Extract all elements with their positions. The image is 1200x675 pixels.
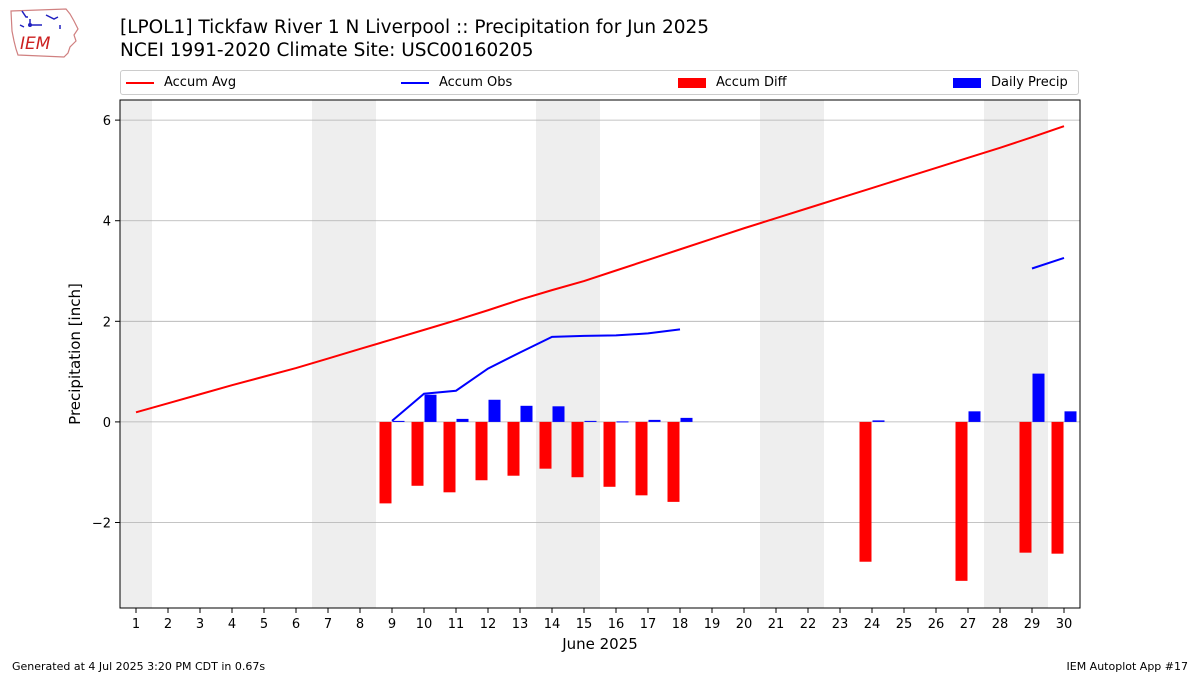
legend-swatch-accum-diff [678, 77, 706, 88]
daily-precip-bar [424, 394, 437, 422]
accum-diff-bar [539, 421, 552, 469]
chart-title-line2: NCEI 1991-2020 Climate Site: USC00160205 [120, 40, 534, 61]
x-tick-label: 13 [512, 617, 529, 632]
daily-precip-bar [456, 418, 469, 422]
legend-label-daily-precip: Daily Precip [991, 75, 1068, 90]
plot-frame [119, 99, 1081, 609]
x-tick-label: 4 [228, 617, 236, 632]
accum-diff-bar [859, 421, 872, 562]
weekend-shade-band [120, 100, 152, 608]
x-tick-label: 22 [800, 617, 817, 632]
x-tick-label: 6 [292, 617, 300, 632]
daily-precip-bar [584, 420, 597, 422]
y-tick-label: 2 [103, 315, 111, 330]
x-tick-label: 16 [608, 617, 625, 632]
x-tick-label: 8 [356, 617, 364, 632]
accum-diff-bar [603, 421, 616, 487]
x-tick-label: 2 [164, 617, 172, 632]
accum-diff-bar [475, 421, 488, 481]
y-tick-label: 6 [103, 114, 111, 129]
legend-swatch-daily-precip [953, 77, 981, 88]
x-tick-label: 26 [928, 617, 945, 632]
legend-label-accum-obs: Accum Obs [439, 75, 513, 90]
footer-app-text: IEM Autoplot App #17 [1066, 660, 1189, 673]
weekend-shade-band [984, 100, 1048, 608]
accum-avg-line [135, 125, 1065, 414]
footer-generated-text: Generated at 4 Jul 2025 3:20 PM CDT in 0… [12, 660, 266, 673]
x-tick-label: 29 [1024, 617, 1041, 632]
x-tick-label: 11 [448, 617, 465, 632]
accum-obs-line [391, 328, 681, 422]
iowa-outline-shape [10, 8, 79, 58]
y-tick-label: −2 [92, 516, 111, 531]
accum-diff-bar [443, 421, 456, 493]
daily-precip-bar [488, 399, 501, 422]
daily-precip-bar [520, 405, 533, 422]
accum-diff-bar [571, 421, 584, 478]
legend-label-accum-avg: Accum Avg [164, 75, 237, 90]
accum-diff-bar [955, 421, 968, 581]
x-tick-label: 28 [992, 617, 1009, 632]
legend-item-accum-obs: Accum Obs [401, 71, 512, 94]
x-tick-label: 7 [324, 617, 332, 632]
chart-title-line1: [LPOL1] Tickfaw River 1 N Liverpool :: P… [120, 17, 710, 38]
weekend-shade-band [536, 100, 600, 608]
x-tick-label: 25 [896, 617, 913, 632]
accum-diff-bar [379, 421, 392, 504]
x-tick-label: 27 [960, 617, 977, 632]
daily-precip-bar [680, 417, 693, 422]
daily-precip-bar [392, 420, 405, 422]
legend-swatch-accum-obs [401, 81, 429, 84]
accum-diff-bar [1051, 421, 1064, 554]
y-tick-label: 4 [103, 215, 111, 230]
daily-precip-bar [1032, 373, 1045, 422]
x-tick-label: 5 [260, 617, 268, 632]
x-tick-label: 18 [672, 617, 689, 632]
x-tick-label: 23 [832, 617, 849, 632]
accum-diff-bar [411, 421, 424, 486]
x-tick-label: 9 [388, 617, 396, 632]
legend-item-accum-avg: Accum Avg [126, 71, 236, 94]
x-tick-label: 24 [864, 617, 881, 632]
legend-swatch-accum-avg [126, 81, 154, 84]
daily-precip-bar [1064, 411, 1077, 422]
iem-logo: IEM [10, 8, 79, 58]
x-tick-label: 17 [640, 617, 657, 632]
legend-item-accum-diff: Accum Diff [678, 71, 787, 94]
svg-text:IEM: IEM [20, 34, 51, 54]
x-tick-label: 12 [480, 617, 497, 632]
accum-diff-bar [507, 421, 520, 476]
daily-precip-bar [552, 406, 565, 422]
accum-diff-bar [635, 421, 648, 496]
accum-obs-line [1031, 256, 1065, 270]
daily-precip-bar [648, 419, 661, 422]
legend-label-accum-diff: Accum Diff [716, 75, 787, 90]
x-tick-label: 15 [576, 617, 593, 632]
x-tick-label: 1 [132, 617, 140, 632]
chart-legend: Accum Avg Accum Obs Accum Diff Daily Pre… [120, 70, 1079, 95]
accum-diff-bar [1019, 421, 1032, 553]
x-tick-label: 14 [544, 617, 561, 632]
x-axis-label: June 2025 [561, 635, 638, 653]
y-tick-label: 0 [103, 416, 111, 431]
daily-precip-bar [616, 421, 629, 423]
accum-diff-bar [667, 421, 680, 502]
x-tick-label: 3 [196, 617, 204, 632]
x-tick-label: 19 [704, 617, 721, 632]
x-tick-label: 10 [416, 617, 433, 632]
legend-item-daily-precip: Daily Precip [953, 71, 1068, 94]
daily-precip-bar [968, 411, 981, 422]
x-tick-label: 30 [1056, 617, 1073, 632]
x-tick-label: 21 [768, 617, 785, 632]
x-tick-label: 20 [736, 617, 753, 632]
y-axis-label: Precipitation [inch] [66, 283, 84, 425]
daily-precip-bar [872, 420, 885, 422]
weekend-shade-band [760, 100, 824, 608]
